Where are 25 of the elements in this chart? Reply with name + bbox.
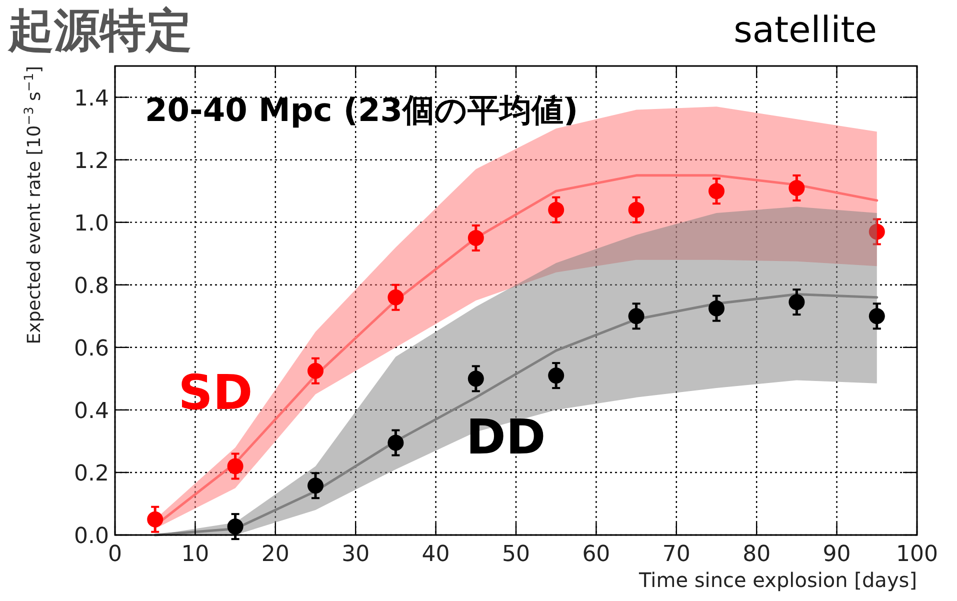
y-tick-label: 0.0 <box>74 524 109 549</box>
y-tick-label: 1.0 <box>74 211 109 236</box>
y-tick-label: 0.4 <box>74 398 109 424</box>
annotation: 20-40 Mpc (23個の平均値) <box>145 91 578 129</box>
x-tick-label: 80 <box>742 542 771 567</box>
x-tick-label: 30 <box>342 542 370 567</box>
y-tick-label: 1.4 <box>74 86 109 112</box>
x-tick-label: 60 <box>582 542 610 567</box>
x-tick-label: 0 <box>108 542 122 567</box>
y-tick-label: 1.2 <box>74 148 109 174</box>
x-tick-label: 70 <box>662 542 690 567</box>
x-tick-label: 100 <box>896 542 938 567</box>
x-tick-label: 90 <box>822 542 851 567</box>
y-tick-label: 0.6 <box>74 336 109 362</box>
chart-title: 起源特定 <box>7 3 192 57</box>
x-axis-title: Time since explosion [days] <box>638 568 917 592</box>
text: satellite <box>734 10 877 51</box>
y-tick-label: 0.8 <box>74 274 109 299</box>
x-tick-label: 40 <box>422 542 450 567</box>
series-label: SD <box>178 364 253 421</box>
x-tick-label: 20 <box>261 542 290 567</box>
y-tick-label: 0.2 <box>74 461 109 486</box>
series-label: DD <box>466 410 546 466</box>
x-tick-label: 50 <box>502 542 530 567</box>
x-tick-label: 10 <box>181 542 210 567</box>
